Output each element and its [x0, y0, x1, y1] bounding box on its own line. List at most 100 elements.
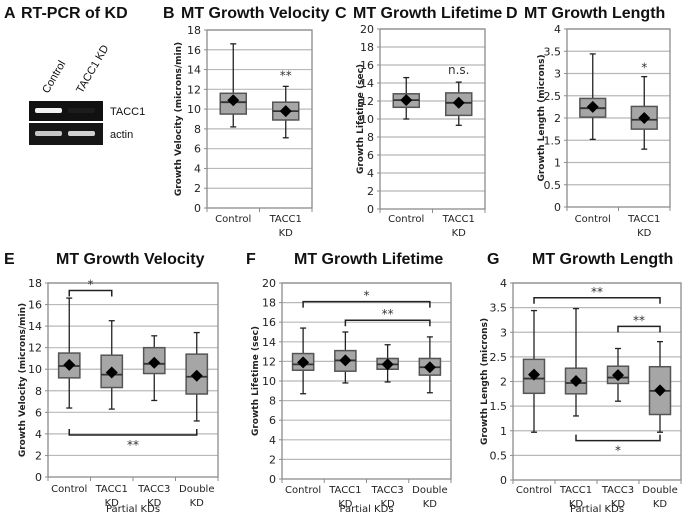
y-tick-label: 18 [360, 41, 374, 54]
chart-title: MT Growth Velocity [56, 251, 205, 268]
chart-panel-c: C MT Growth Lifetime 0 2 4 6 8 10 12 14 16 18 20 Grow… [335, 5, 502, 239]
x-axis-label: Partial KDs [339, 504, 393, 515]
y-tick-label: 8 [194, 123, 201, 136]
significance-bracket [617, 325, 661, 333]
mean-marker [654, 384, 666, 397]
x-category-label: Double [412, 485, 447, 496]
x-category-label: TACC3 [370, 485, 403, 496]
x-category-label: TACC1 [627, 214, 660, 225]
x-category-label: TACC3 [601, 485, 634, 496]
panel-letter: G [487, 251, 499, 268]
y-tick-label: 8 [35, 385, 42, 398]
box-plot-3 [648, 340, 672, 433]
y-tick-label: 14 [360, 77, 374, 90]
significance-bracket [302, 300, 431, 308]
significance-bracket [68, 428, 198, 436]
y-tick-label: 0 [554, 201, 561, 214]
x-category-label: KD [452, 228, 467, 239]
y-tick-label: 1 [554, 157, 561, 170]
y-tick-label: 14 [262, 336, 276, 349]
y-tick-label: 4 [269, 434, 276, 447]
chart-panel-d: D MT Growth Length 0 0.5 1 1.5 2 2.5 3 3.5 4 Growth… [506, 5, 671, 239]
x-category-label: Double [642, 485, 677, 496]
panel-letter: F [246, 251, 256, 268]
box-plot-1 [630, 75, 658, 150]
box-plot-2 [142, 335, 166, 402]
x-axis-label: Partial KDs [570, 504, 624, 515]
x-category-label: TACC1 [328, 485, 361, 496]
mean-marker [339, 354, 352, 367]
mean-marker [279, 105, 292, 118]
y-tick-label: 2 [35, 449, 42, 462]
y-tick-label: 0 [269, 473, 276, 486]
significance-label: * [88, 278, 94, 292]
y-tick-label: 4 [500, 277, 507, 290]
significance-label: n.s. [448, 63, 470, 77]
y-tick-label: 12 [360, 95, 374, 108]
y-axis-label: Growth Lifetime (sec) [251, 326, 261, 436]
mean-marker [528, 368, 540, 381]
mean-marker [452, 96, 465, 109]
y-tick-label: 16 [28, 299, 42, 312]
gel-strip-actin [29, 123, 103, 145]
x-category-label: KD [147, 498, 162, 509]
x-category-label: KD [105, 498, 120, 509]
y-tick-label: 16 [360, 59, 374, 72]
chart-title: MT Growth Length [532, 251, 673, 268]
box-plot-1 [272, 85, 300, 139]
y-tick-label: 2 [367, 185, 374, 198]
mean-marker [297, 356, 310, 369]
y-tick-label: 14 [28, 320, 42, 333]
x-category-label: KD [380, 499, 395, 510]
y-tick-label: 10 [262, 375, 276, 388]
y-tick-label: 3 [554, 68, 561, 81]
y-axis-label: Growth Velocity (microns/min) [174, 42, 184, 196]
x-category-label: TACC3 [137, 484, 170, 495]
box-plot-3 [418, 336, 442, 394]
x-category-label: TACC1 [559, 485, 592, 496]
y-axis-label: Growth Length (microns) [480, 318, 490, 445]
y-tick-label: 10 [360, 113, 374, 126]
y-tick-label: 18 [187, 24, 201, 37]
significance-bracket [533, 297, 661, 304]
significance-label: ** [382, 307, 394, 321]
panel-letter-a: A [4, 5, 16, 22]
panel-letter: D [506, 5, 518, 22]
mean-marker [570, 375, 582, 388]
mean-marker [190, 369, 203, 382]
box-plot-0 [219, 43, 247, 128]
gel-band [68, 108, 95, 113]
y-tick-label: 3 [500, 326, 507, 339]
y-tick-label: 18 [28, 277, 42, 290]
significance-label: ** [280, 68, 292, 82]
box-plot-0 [392, 76, 420, 120]
box-plot-0 [579, 53, 607, 141]
y-tick-label: 1.5 [490, 400, 508, 413]
x-axis-label: Partial KDs [106, 504, 160, 515]
chart-panel-g: G MT Growth Length 0 0.5 1 1.5 2 2.5 3 3.5 4 Growth… [480, 251, 682, 515]
x-category-label: TACC1 [269, 214, 302, 225]
y-tick-label: 0 [35, 471, 42, 484]
y-tick-label: 8 [367, 131, 374, 144]
y-axis-label: Growth Length (microns) [537, 54, 547, 181]
y-tick-label: 14 [187, 64, 201, 77]
significance-bracket [575, 434, 661, 442]
x-category-label: Control [516, 485, 552, 496]
x-category-label: KD [653, 499, 668, 510]
y-tick-label: 12 [262, 355, 276, 368]
significance-label: * [641, 60, 647, 74]
y-tick-label: 12 [28, 342, 42, 355]
gel-band-label: TACC1 [110, 106, 145, 118]
x-category-label: KD [423, 499, 438, 510]
y-tick-label: 0.5 [490, 449, 508, 462]
panel-letter: B [163, 5, 175, 22]
y-tick-label: 6 [367, 149, 374, 162]
y-tick-label: 2.5 [544, 90, 562, 103]
box-plot-0 [57, 297, 81, 409]
significance-label: * [364, 289, 370, 303]
chart-title: MT Growth Lifetime [353, 5, 502, 22]
mean-marker [423, 361, 436, 374]
panel-letter: E [4, 251, 15, 268]
x-category-label: Control [285, 485, 321, 496]
